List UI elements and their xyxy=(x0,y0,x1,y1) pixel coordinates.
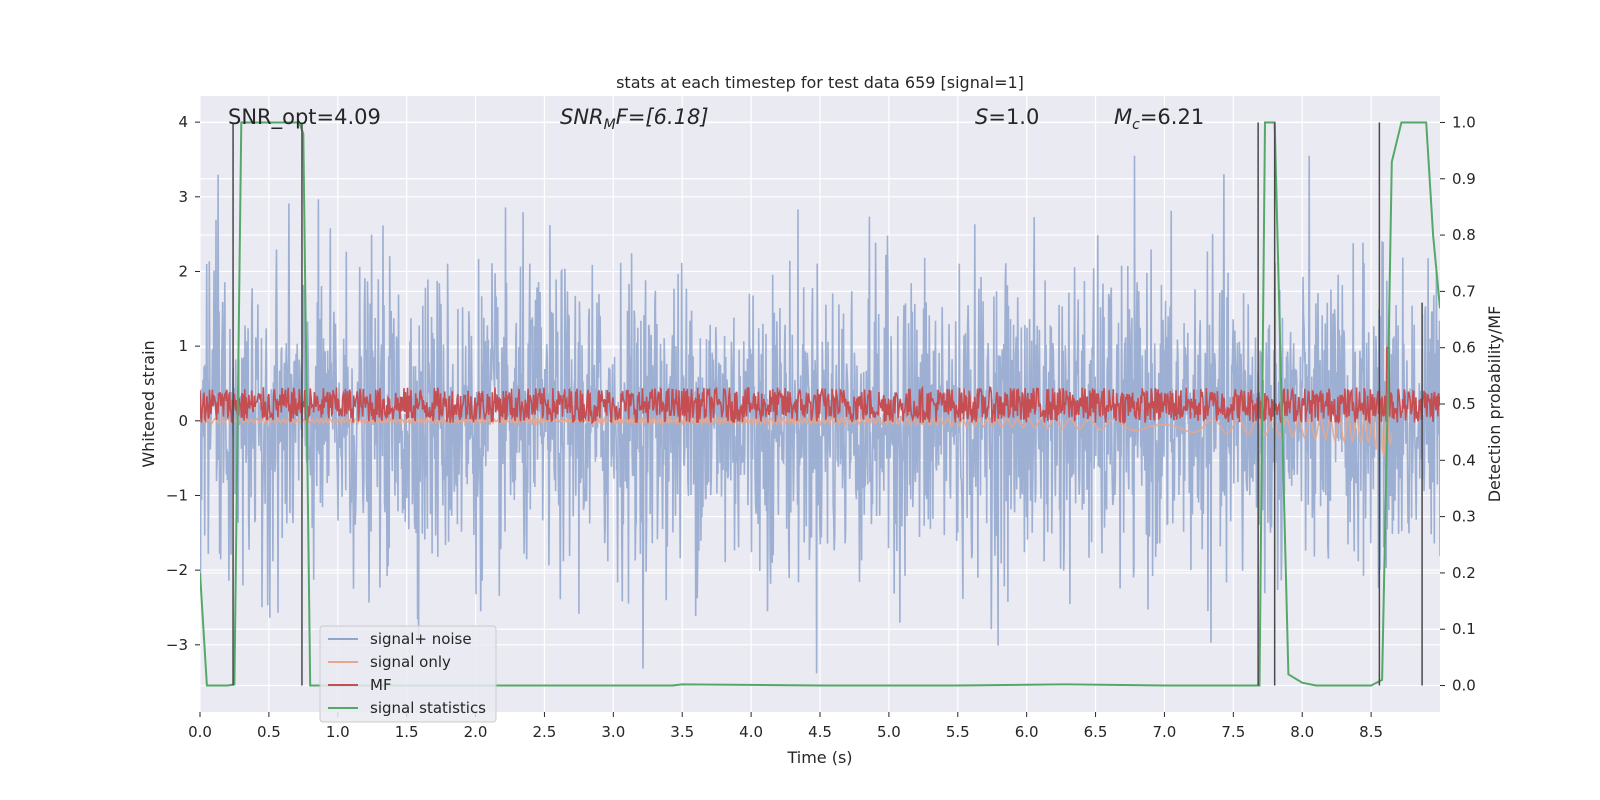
x-tick-label: 1.5 xyxy=(395,723,419,741)
x-tick-label: 3.0 xyxy=(601,723,625,741)
y-right-tick-label: 0.6 xyxy=(1452,339,1476,357)
y-right-tick-label: 1.0 xyxy=(1452,113,1476,131)
y-left-tick-label: −3 xyxy=(166,636,188,654)
y-right-tick-label: 0.4 xyxy=(1452,451,1476,469)
series-signal-statistics-line xyxy=(200,121,1440,687)
annotation-snr-mf: SNRMF=[6.18] xyxy=(560,105,709,133)
y-right-tick-label: 0.7 xyxy=(1452,282,1476,300)
legend-label-signal-statistics: signal statistics xyxy=(370,699,486,717)
chart-title: stats at each timestep for test data 659… xyxy=(616,73,1024,92)
x-tick-label: 4.5 xyxy=(808,723,832,741)
y-axis-label-right: Detection probability/MF xyxy=(1485,306,1504,503)
y-left-tick-label: 3 xyxy=(178,188,188,206)
y-right-tick-label: 0.0 xyxy=(1452,677,1476,695)
legend-frame xyxy=(319,625,497,723)
x-axis-label: Time (s) xyxy=(786,748,852,767)
x-tick-label: 1.0 xyxy=(326,723,350,741)
y-left-tick-label: 4 xyxy=(178,113,188,131)
series-signal-noise-line xyxy=(200,155,1440,674)
annotation-s: S=1.0 xyxy=(975,105,1039,129)
legend-label-mf: MF xyxy=(370,676,392,694)
x-tick-label: 0.5 xyxy=(257,723,281,741)
y-right-tick-label: 0.1 xyxy=(1452,620,1476,638)
y-left-tick-label: −2 xyxy=(166,561,188,579)
series-signal-only-line xyxy=(200,399,1393,457)
y-axis-label-left: Whitened strain xyxy=(139,340,158,467)
x-tick-label: 2.5 xyxy=(533,723,557,741)
y-left-tick-label: 0 xyxy=(178,412,188,430)
y-right-tick-label: 0.2 xyxy=(1452,564,1476,582)
x-tick-label: 8.0 xyxy=(1290,723,1314,741)
y-left-tick-label: 1 xyxy=(178,337,188,355)
series-group xyxy=(200,121,1440,687)
y-right-tick-label: 0.8 xyxy=(1452,226,1476,244)
x-tick-label: 8.5 xyxy=(1359,723,1383,741)
vertical-markers xyxy=(232,122,1423,686)
x-tick-label: 0.0 xyxy=(188,723,212,741)
annotation-snr-opt: SNR_opt=4.09 xyxy=(228,105,381,130)
x-tick-label: 6.0 xyxy=(1015,723,1039,741)
y-right-tick-label: 0.3 xyxy=(1452,508,1476,526)
annotation-mc: Mc=6.21 xyxy=(1114,105,1204,133)
y-right-tick-label: 0.9 xyxy=(1452,170,1476,188)
x-tick-label: 7.5 xyxy=(1221,723,1245,741)
x-tick-label: 7.0 xyxy=(1153,723,1177,741)
x-tick-label: 2.0 xyxy=(464,723,488,741)
tick-labels: 0.0 0.5 1.0 1.5 2.0 2.5 3.0 3.5 4.0 4.5 5.0 5.5 6.0 6… xyxy=(166,113,1476,741)
series-mf-line xyxy=(200,346,1440,426)
legend-label-signal-noise: signal+ noise xyxy=(370,630,472,648)
x-tick-label: 6.5 xyxy=(1084,723,1108,741)
y-left-tick-label: 2 xyxy=(178,262,188,280)
plot-area xyxy=(200,121,1440,687)
y-left-tick-label: −1 xyxy=(166,486,188,504)
legend: signal+ noise signal only MF signal stat… xyxy=(319,625,497,723)
x-tick-label: 3.5 xyxy=(670,723,694,741)
legend-label-signal-only: signal only xyxy=(370,653,451,671)
x-tick-label: 4.0 xyxy=(739,723,763,741)
x-tick-label: 5.0 xyxy=(877,723,901,741)
x-tick-label: 5.5 xyxy=(946,723,970,741)
y-right-tick-label: 0.5 xyxy=(1452,395,1476,413)
